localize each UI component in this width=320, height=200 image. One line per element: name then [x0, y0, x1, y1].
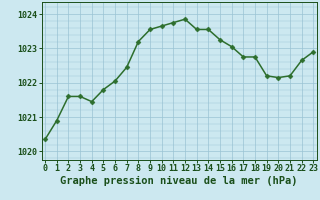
X-axis label: Graphe pression niveau de la mer (hPa): Graphe pression niveau de la mer (hPa) [60, 176, 298, 186]
